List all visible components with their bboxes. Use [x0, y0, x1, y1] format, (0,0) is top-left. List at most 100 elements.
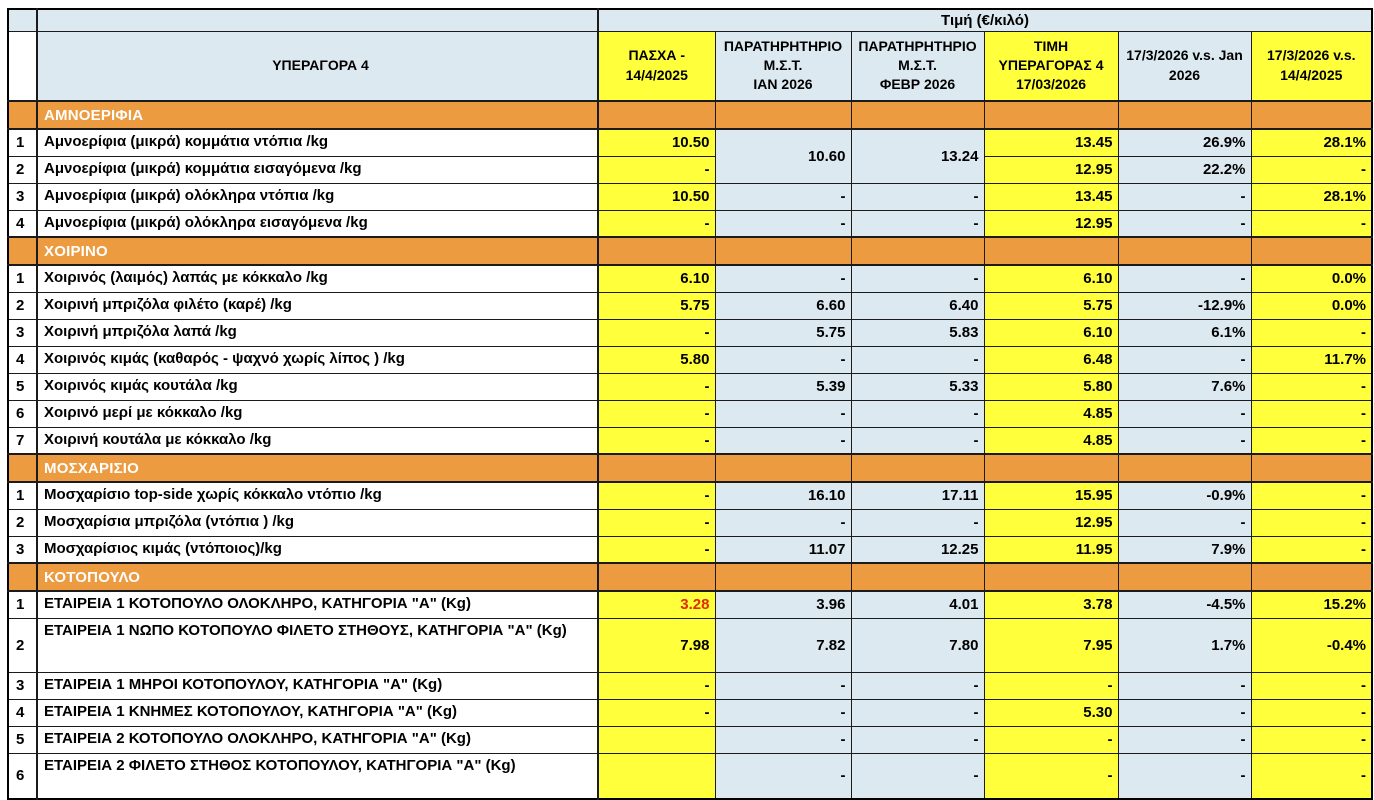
value-cell[interactable]: 10.50	[597, 128, 716, 157]
column-header-cell[interactable]: ΠΑΡΑΤΗΡΗΤΗΡΙΟ Μ.Σ.Τ. ΙΑΝ 2026	[714, 30, 852, 102]
section-header-cell[interactable]: ΧΟΙΡΙΝΟ	[36, 236, 599, 266]
value-cell[interactable]: 7.9%	[1117, 535, 1252, 564]
value-cell[interactable]: -	[1250, 426, 1373, 455]
row-number-cell[interactable]: 1	[7, 128, 38, 157]
value-cell[interactable]: 12.25	[850, 535, 985, 564]
section-blank-cell[interactable]	[714, 562, 852, 592]
value-cell[interactable]: 4.01	[850, 590, 985, 619]
value-cell[interactable]: 7.98	[597, 617, 716, 673]
value-cell[interactable]: -	[597, 318, 716, 347]
section-blank-cell[interactable]	[1117, 453, 1252, 483]
value-cell[interactable]: -	[714, 752, 852, 800]
value-cell[interactable]: -	[1250, 752, 1373, 800]
row-number-cell[interactable]: 3	[7, 182, 38, 211]
value-cell[interactable]: -	[1250, 318, 1373, 347]
value-cell[interactable]: 28.1%	[1250, 182, 1373, 211]
value-cell[interactable]: -	[714, 345, 852, 374]
section-blank-cell[interactable]	[850, 453, 985, 483]
value-cell[interactable]: -	[1117, 508, 1252, 537]
value-cell[interactable]: 6.10	[983, 264, 1119, 293]
value-cell[interactable]: 5.30	[983, 698, 1119, 727]
value-cell[interactable]: 3.78	[983, 590, 1119, 619]
value-cell[interactable]: -	[597, 426, 716, 455]
value-cell[interactable]: -	[1117, 698, 1252, 727]
item-name-cell[interactable]: ΕΤΑΙΡΕΙΑ 1 ΚΝΗΜΕΣ ΚΟΤΟΠΟΥΛΟΥ, ΚΑΤΗΓΟΡΙΑ …	[36, 698, 599, 727]
item-name-cell[interactable]: ΕΤΑΙΡΕΙΑ 2 ΦΙΛΕΤΟ ΣΤΗΘΟΣ ΚΟΤΟΠΟΥΛΟΥ, ΚΑΤ…	[36, 752, 599, 800]
item-name-cell[interactable]: Χοιρινή μπριζόλα λαπά /kg	[36, 318, 599, 347]
value-cell[interactable]: -	[1250, 698, 1373, 727]
column-header-cell[interactable]: ΠΑΡΑΤΗΡΗΤΗΡΙΟ Μ.Σ.Τ. ΦΕΒΡ 2026	[850, 30, 985, 102]
row-number-cell[interactable]: 1	[7, 590, 38, 619]
value-cell[interactable]: -	[1117, 752, 1252, 800]
value-cell[interactable]: -	[850, 752, 985, 800]
value-cell[interactable]: 7.95	[983, 617, 1119, 673]
section-row-number-cell[interactable]	[7, 453, 38, 483]
value-cell[interactable]: -0.4%	[1250, 617, 1373, 673]
section-blank-cell[interactable]	[983, 562, 1119, 592]
value-cell[interactable]: -4.5%	[1117, 590, 1252, 619]
value-cell[interactable]: -0.9%	[1117, 481, 1252, 510]
value-cell[interactable]: 16.10	[714, 481, 852, 510]
value-cell[interactable]: -	[597, 399, 716, 428]
section-blank-cell[interactable]	[1117, 236, 1252, 266]
value-cell[interactable]: -	[714, 399, 852, 428]
value-cell[interactable]: 22.2%	[1117, 155, 1252, 184]
section-blank-cell[interactable]	[850, 236, 985, 266]
value-cell[interactable]: -	[1117, 399, 1252, 428]
section-blank-cell[interactable]	[1250, 453, 1373, 483]
section-header-cell[interactable]: ΜΟΣΧΑΡΙΣΙΟ	[36, 453, 599, 483]
value-cell[interactable]: 7.80	[850, 617, 985, 673]
value-cell[interactable]: 5.75	[597, 291, 716, 320]
value-cell[interactable]: -	[983, 725, 1119, 754]
blank-cell[interactable]	[36, 8, 599, 32]
value-cell[interactable]: 13.45	[983, 128, 1119, 157]
section-row-number-cell[interactable]	[7, 100, 38, 130]
value-cell[interactable]: 1.7%	[1117, 617, 1252, 673]
price-unit-header-cell[interactable]: Τιμή (€/κιλό)	[596, 8, 1373, 32]
value-cell[interactable]: 5.80	[597, 345, 716, 374]
item-name-cell[interactable]: ΕΤΑΙΡΕΙΑ 1 ΚΟΤΟΠΟΥΛΟ ΟΛΟΚΛΗΡΟ, ΚΑΤΗΓΟΡΙΑ…	[36, 590, 599, 619]
item-name-cell[interactable]: Αμνοερίφια (μικρά) ολόκληρα εισαγόμενα /…	[36, 209, 599, 238]
section-blank-cell[interactable]	[597, 453, 716, 483]
value-cell[interactable]: 3.28	[597, 590, 716, 619]
value-cell[interactable]: -	[714, 209, 852, 238]
section-blank-cell[interactable]	[983, 100, 1119, 130]
value-cell[interactable]: -	[850, 508, 985, 537]
section-row-number-cell[interactable]	[7, 562, 38, 592]
value-cell[interactable]: -	[597, 671, 716, 700]
value-cell[interactable]: 3.96	[714, 590, 852, 619]
row-number-cell[interactable]: 7	[7, 426, 38, 455]
value-cell[interactable]: -	[597, 535, 716, 564]
item-name-cell[interactable]: ΕΤΑΙΡΕΙΑ 1 ΜΗΡΟΙ ΚΟΤΟΠΟΥΛΟΥ, ΚΑΤΗΓΟΡΙΑ "…	[36, 671, 599, 700]
value-cell[interactable]: 5.80	[983, 372, 1119, 401]
value-cell[interactable]: 6.1%	[1117, 318, 1252, 347]
value-cell[interactable]: -	[1117, 725, 1252, 754]
section-blank-cell[interactable]	[1117, 100, 1252, 130]
section-header-cell[interactable]: ΚΟΤΟΠΟΥΛΟ	[36, 562, 599, 592]
value-cell[interactable]: 5.33	[850, 372, 985, 401]
value-cell[interactable]: -	[597, 508, 716, 537]
section-blank-cell[interactable]	[714, 236, 852, 266]
item-name-cell[interactable]: Χοιρινός κιμάς (καθαρός - ψαχνό χωρίς λί…	[36, 345, 599, 374]
value-cell[interactable]: 5.39	[714, 372, 852, 401]
value-cell[interactable]: -	[1250, 481, 1373, 510]
row-number-cell[interactable]: 5	[7, 725, 38, 754]
value-cell[interactable]	[597, 725, 716, 754]
value-cell[interactable]: -	[850, 426, 985, 455]
row-number-cell[interactable]: 6	[7, 399, 38, 428]
value-cell[interactable]: 10.60	[714, 128, 852, 184]
section-blank-cell[interactable]	[850, 562, 985, 592]
value-cell[interactable]: -	[850, 725, 985, 754]
value-cell[interactable]: -	[714, 264, 852, 293]
column-header-cell[interactable]: ΠΑΣΧΑ - 14/4/2025	[597, 30, 716, 102]
row-number-cell[interactable]: 3	[7, 318, 38, 347]
value-cell[interactable]: 5.75	[714, 318, 852, 347]
item-name-cell[interactable]: Χοιρινός κιμάς κουτάλα /kg	[36, 372, 599, 401]
corner-blank-cell[interactable]	[7, 8, 38, 32]
value-cell[interactable]: -	[1250, 535, 1373, 564]
value-cell[interactable]: -	[714, 508, 852, 537]
section-blank-cell[interactable]	[597, 100, 716, 130]
value-cell[interactable]: 4.85	[983, 426, 1119, 455]
value-cell[interactable]: -	[1117, 426, 1252, 455]
item-name-cell[interactable]: Μοσχαρίσια μπριζόλα (ντόπια ) /kg	[36, 508, 599, 537]
